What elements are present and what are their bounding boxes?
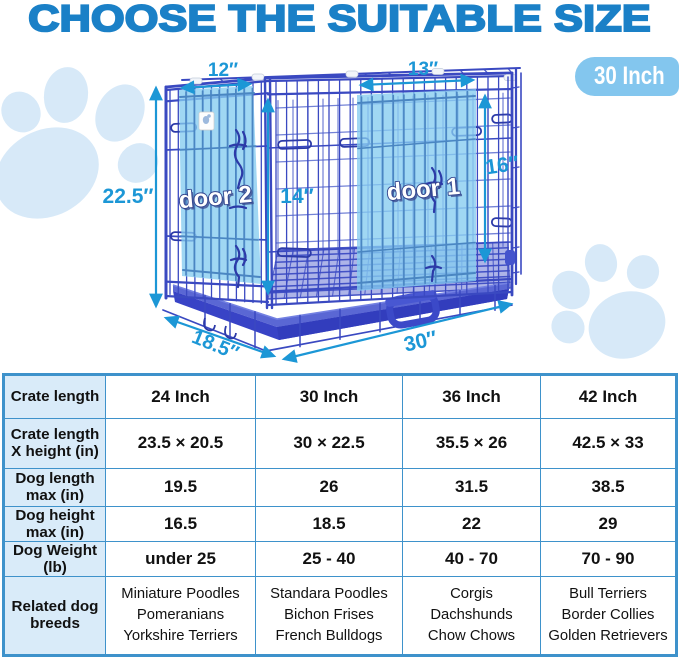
svg-text:door 1: door 1 [388, 175, 463, 208]
svg-text:30″: 30″ [402, 327, 440, 357]
svg-text:18.5″: 18.5″ [189, 326, 243, 365]
svg-text:14″: 14″ [280, 185, 313, 208]
svg-text:22.5″: 22.5″ [103, 185, 154, 208]
svg-text:16″: 16″ [484, 152, 520, 179]
svg-text:13″: 13″ [408, 59, 438, 80]
svg-text:door 2: door 2 [180, 183, 255, 216]
svg-text:12″: 12″ [208, 60, 238, 81]
